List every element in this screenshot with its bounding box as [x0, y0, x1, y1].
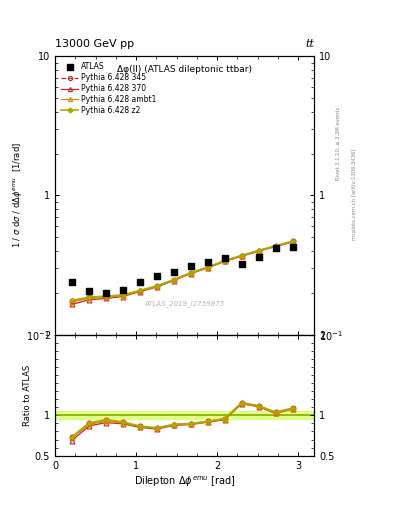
- Point: [103, 289, 109, 297]
- Text: ATLAS_2019_I1759875: ATLAS_2019_I1759875: [145, 300, 225, 307]
- X-axis label: Dilepton $\Delta\phi^{emu}$ [rad]: Dilepton $\Delta\phi^{emu}$ [rad]: [134, 475, 235, 489]
- Point: [171, 268, 177, 276]
- Bar: [55, 411, 314, 419]
- Y-axis label: Ratio to ATLAS: Ratio to ATLAS: [23, 365, 32, 426]
- Y-axis label: 1 / $\sigma$ d$\sigma$ / d$\Delta\phi^{emu}$  [1/rad]: 1 / $\sigma$ d$\sigma$ / d$\Delta\phi^{e…: [11, 142, 24, 248]
- Point: [137, 278, 143, 286]
- Point: [86, 287, 92, 295]
- Point: [188, 262, 194, 270]
- Point: [154, 272, 160, 280]
- Point: [255, 253, 262, 261]
- Text: Δφ(ll) (ATLAS dileptonic ttbar): Δφ(ll) (ATLAS dileptonic ttbar): [117, 65, 252, 74]
- Text: 13000 GeV pp: 13000 GeV pp: [55, 38, 134, 49]
- Text: tt: tt: [305, 38, 314, 49]
- Point: [290, 242, 296, 250]
- Point: [205, 259, 211, 267]
- Point: [222, 254, 228, 262]
- Text: mcplots.cern.ch [arXiv:1306.3436]: mcplots.cern.ch [arXiv:1306.3436]: [352, 149, 357, 240]
- Point: [273, 244, 279, 252]
- Legend: ATLAS, Pythia 6.428 345, Pythia 6.428 370, Pythia 6.428 ambt1, Pythia 6.428 z2: ATLAS, Pythia 6.428 345, Pythia 6.428 37…: [59, 60, 159, 117]
- Point: [239, 260, 245, 268]
- Text: Rivet 3.1.10, ≥ 3.3M events: Rivet 3.1.10, ≥ 3.3M events: [336, 106, 341, 180]
- Point: [69, 278, 75, 286]
- Point: [120, 286, 126, 294]
